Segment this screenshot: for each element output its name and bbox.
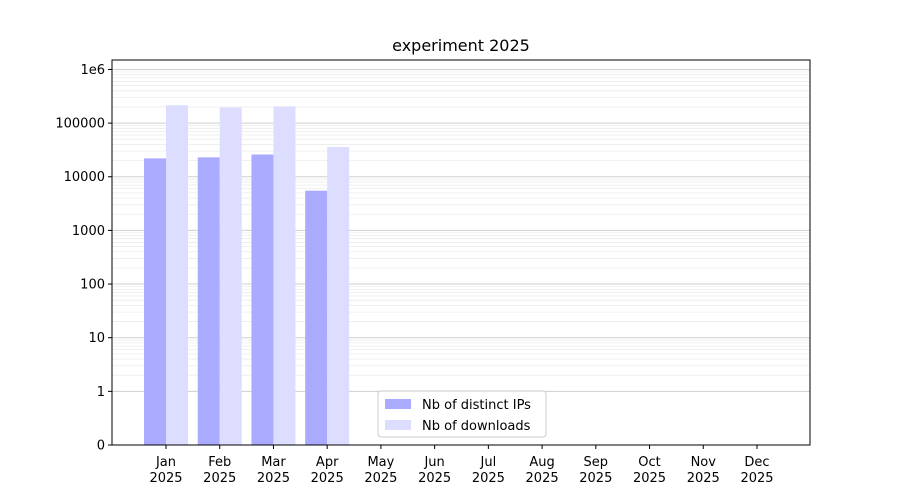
bar-downloads [327,146,350,445]
bar-distinct-ips [251,154,274,446]
legend-box [377,390,547,438]
x-axis: Jan 2025 Feb 2025 Mar 2025 Apr 2025 May 2025 Jun 20… [149,445,774,486]
bar-distinct-ips [305,190,328,445]
bars [144,105,350,446]
y-tick-label: 1e6 [80,63,105,78]
bar-distinct-ips [197,157,220,445]
y-tick-label: 0 [97,439,105,454]
legend-label: Nb of downloads [422,419,531,434]
y-tick-label: 10 [88,331,105,346]
legend-label: Nb of distinct IPs [422,398,531,413]
x-tick-label: Apr 2025 [311,455,344,486]
legend-swatch [385,399,411,409]
x-tick-label: Nov 2025 [687,455,720,486]
x-tick-label: May 2025 [364,455,397,486]
chart-title: experiment 2025 [392,36,530,55]
x-tick-label: Jan 2025 [149,455,182,486]
y-tick-label: 1000 [72,224,105,239]
x-tick-label: Feb 2025 [203,455,236,486]
y-tick-label: 100 [80,278,105,293]
bar-distinct-ips [144,158,166,445]
x-tick-label: Jul 2025 [472,455,505,486]
y-tick-label: 10000 [64,170,105,185]
legend: Nb of distinct IPs Nb of downloads [377,390,547,438]
bar-downloads [219,107,242,446]
y-axis: 0 1 10 100 1000 10000 100000 1e6 [55,63,112,454]
y-tick-label: 1 [97,385,105,400]
legend-swatch [385,420,411,430]
y-tick-label: 100000 [55,117,105,132]
x-tick-label: Oct 2025 [633,455,666,486]
x-tick-label: Mar 2025 [257,455,290,486]
x-tick-label: Aug 2025 [526,455,559,486]
plot-frame [111,59,811,446]
bar-downloads [273,106,296,446]
x-tick-label: Sep 2025 [579,455,612,486]
bar-downloads [166,105,188,445]
x-tick-label: Dec 2025 [740,455,773,486]
x-tick-label: Jun 2025 [418,455,451,486]
